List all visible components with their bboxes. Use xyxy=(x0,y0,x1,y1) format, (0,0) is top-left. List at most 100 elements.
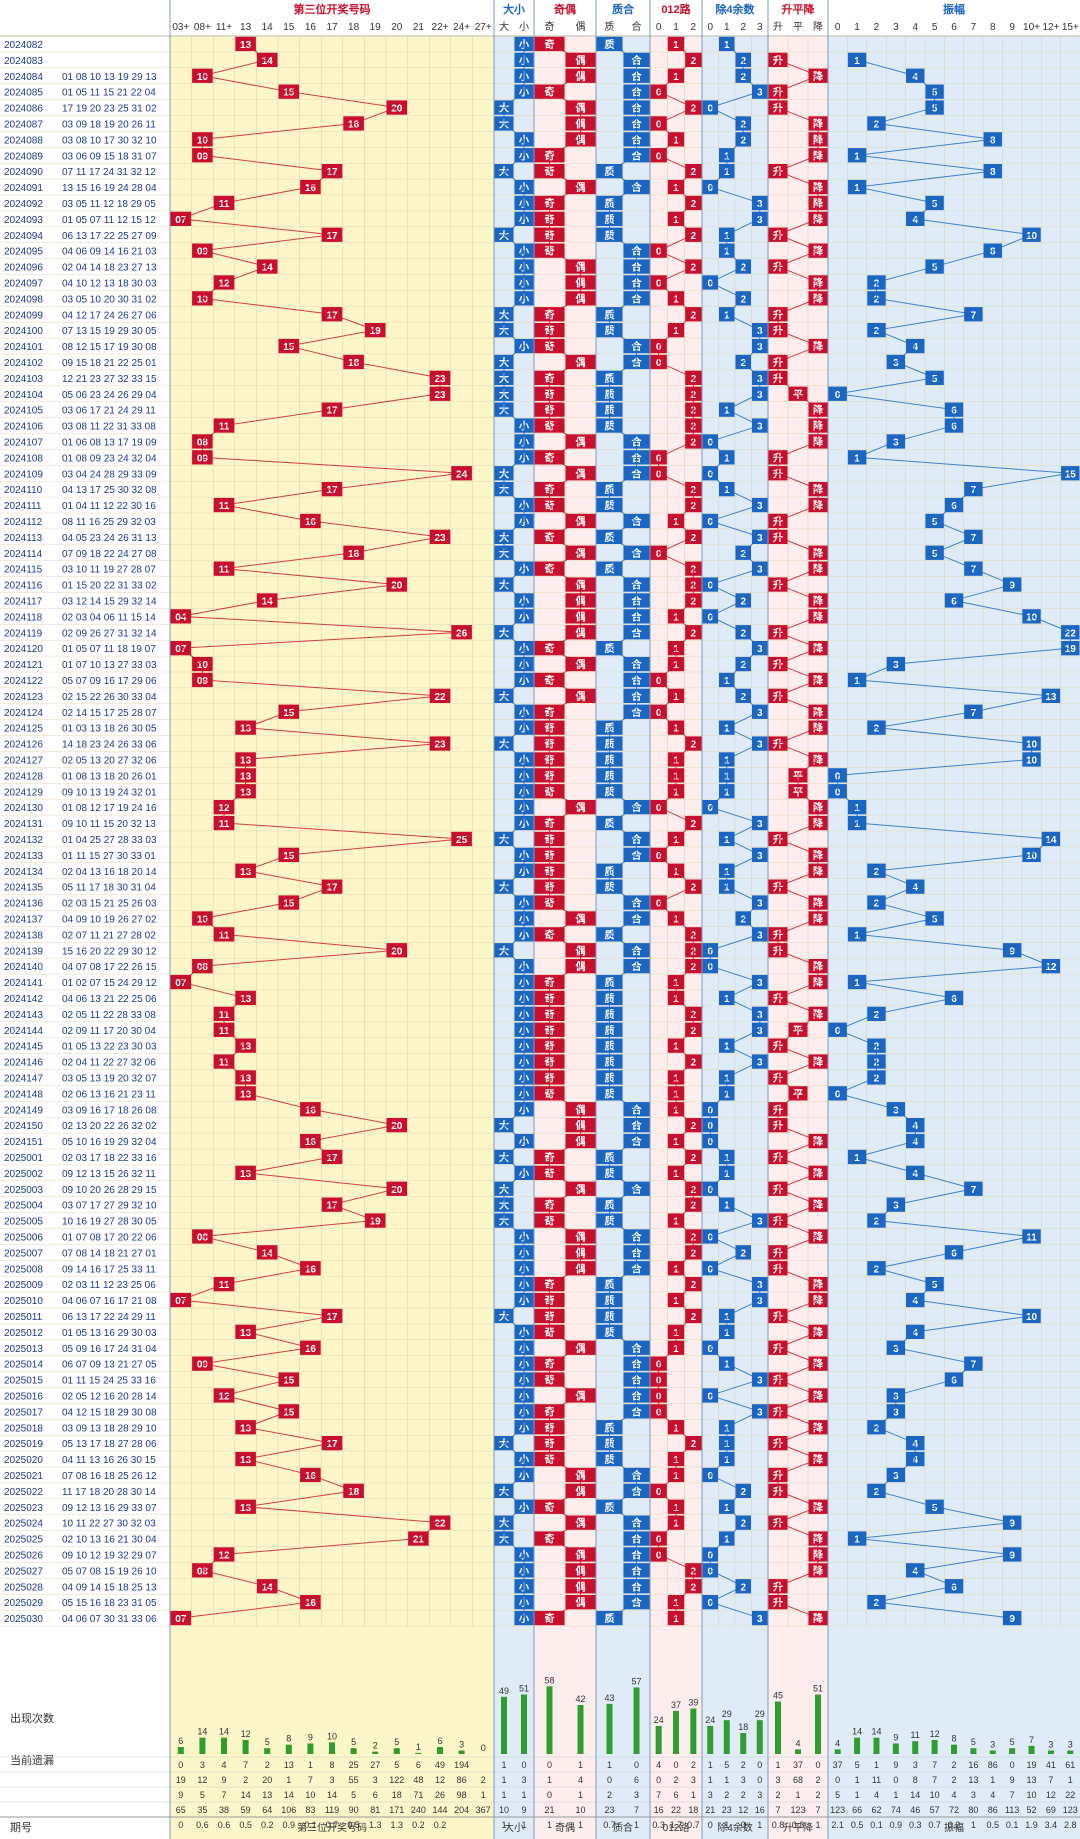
draw-numbers: 01 11 15 27 30 33 01 xyxy=(62,851,156,862)
draw-numbers: 04 13 17 25 30 32 08 xyxy=(62,485,157,496)
draw-numbers: 03 06 17 21 24 29 11 xyxy=(62,406,156,417)
hit-label-mod4: 0 xyxy=(707,104,713,115)
hit-label-mod4: 0 xyxy=(707,612,713,623)
hit-label-trend: 降 xyxy=(813,1008,824,1021)
stat-value: 21 xyxy=(544,1805,554,1815)
period-label: 2024096 xyxy=(4,263,43,274)
hit-label-size: 小 xyxy=(518,1612,529,1625)
stat-value: 6 xyxy=(416,1760,421,1770)
draw-numbers: 01 15 20 22 31 33 02 xyxy=(62,581,157,592)
draw-numbers: 03 10 11 19 27 28 07 xyxy=(62,565,156,576)
hit-label-trend: 降 xyxy=(813,1199,824,1212)
stat-value: 12 xyxy=(197,1775,207,1785)
hit-label-mod4: 1 xyxy=(724,1169,730,1180)
appear-bar xyxy=(546,1686,553,1754)
stat-value: 1 xyxy=(521,1820,526,1830)
period-label: 2024109 xyxy=(4,469,43,480)
stat-value: 0.7 xyxy=(603,1820,616,1830)
hit-label-trend: 降 xyxy=(813,1564,824,1577)
hit-cell-size xyxy=(514,36,534,52)
appear-bar xyxy=(1067,1750,1074,1754)
stat-value: 0.2 xyxy=(434,1820,447,1830)
hit-label-route: 2 xyxy=(691,533,697,544)
draw-numbers: 02 03 11 12 23 25 06 xyxy=(62,1280,156,1291)
draw-numbers: 06 07 09 13 21 27 05 xyxy=(62,1360,157,1371)
stat-value: 7 xyxy=(1048,1775,1053,1785)
hit-label-mod4: 2 xyxy=(740,596,746,607)
hit-label-route: 0 xyxy=(656,899,662,910)
hit-label-trend: 平 xyxy=(793,1025,803,1037)
draw-numbers: 09 14 16 17 25 33 11 xyxy=(62,1264,156,1275)
appear-count: 14 xyxy=(852,1727,862,1737)
appear-count: 2 xyxy=(373,1741,378,1751)
period-label: 2024102 xyxy=(4,358,43,369)
hit-label-amp: 8 xyxy=(990,135,996,146)
footer-section-title: 振幅 xyxy=(944,1821,964,1834)
hit-label-mod4: 3 xyxy=(757,1296,763,1307)
period-label: 2024107 xyxy=(4,437,43,448)
hit-label-amp: 9 xyxy=(1009,581,1015,592)
stat-value: 23 xyxy=(722,1805,732,1815)
stat-value: 22 xyxy=(671,1805,681,1815)
hit-label-number: 18 xyxy=(348,549,360,560)
hit-label-number: 24 xyxy=(456,469,468,480)
column-header: 1 xyxy=(673,22,679,33)
stat-value: 49 xyxy=(435,1760,445,1770)
stat-value: 123 xyxy=(790,1805,805,1815)
period-label: 2024092 xyxy=(4,199,43,210)
stat-value: 2.8 xyxy=(1064,1820,1077,1830)
draw-numbers: 02 05 13 20 27 32 06 xyxy=(62,755,157,766)
hit-label-trend: 降 xyxy=(813,610,824,623)
stat-value: 7 xyxy=(932,1775,937,1785)
period-label: 2024115 xyxy=(4,565,43,576)
period-label: 2025011 xyxy=(4,1312,43,1323)
stat-value: 0 xyxy=(708,1820,713,1830)
hit-label-amp: 4 xyxy=(912,1137,918,1148)
hit-label-amp: 9 xyxy=(1009,1614,1015,1625)
column-header: 5 xyxy=(932,22,938,33)
period-label: 2024122 xyxy=(4,676,43,687)
hit-label-mod4: 2 xyxy=(740,358,746,369)
appear-count: 5 xyxy=(1010,1737,1015,1747)
hit-label-number: 16 xyxy=(305,517,317,528)
period-label: 2024145 xyxy=(4,1042,43,1053)
stat-value: 1 xyxy=(308,1760,313,1770)
draw-numbers: 05 09 16 17 24 31 04 xyxy=(62,1344,157,1355)
stat-value: 0 xyxy=(757,1760,762,1770)
stat-value: 0.7 xyxy=(928,1820,941,1830)
hit-label-route: 2 xyxy=(691,231,697,242)
stat-value: 1 xyxy=(547,1775,552,1785)
hit-label-amp: 1 xyxy=(854,676,860,687)
appear-bar xyxy=(393,1748,400,1754)
appear-bar xyxy=(307,1743,314,1754)
stat-value: 65 xyxy=(176,1805,186,1815)
hit-label-amp: 5 xyxy=(932,374,938,385)
hit-label-route: 1 xyxy=(673,787,679,798)
hit-label-amp: 14 xyxy=(1045,835,1057,846)
appear-bar xyxy=(221,1737,227,1754)
hit-label-number: 14 xyxy=(262,263,274,274)
period-label: 2025005 xyxy=(4,1217,43,1228)
period-label: 2024116 xyxy=(4,581,43,592)
period-label: 2024085 xyxy=(4,88,43,99)
trend-line-size xyxy=(503,43,525,1619)
hit-label-number: 16 xyxy=(305,1598,317,1609)
stat-value: 37 xyxy=(793,1760,803,1770)
hit-label-amp: 0 xyxy=(835,1026,841,1037)
hit-label-route: 0 xyxy=(656,1407,662,1418)
hit-label-route: 0 xyxy=(656,247,662,258)
hit-label-mod4: 1 xyxy=(724,724,730,735)
stat-value: 37 xyxy=(833,1760,843,1770)
appear-bar xyxy=(521,1694,527,1754)
hit-label-number: 25 xyxy=(456,835,468,846)
stat-value: 123 xyxy=(830,1805,845,1815)
column-header: 17 xyxy=(326,22,338,33)
appear-bar xyxy=(329,1742,335,1754)
draw-numbers: 04 06 13 21 22 25 06 xyxy=(62,994,157,1005)
hit-label-number: 19 xyxy=(370,1217,382,1228)
period-label: 2024150 xyxy=(4,1121,43,1132)
hit-label-number: 26 xyxy=(456,628,468,639)
draw-numbers: 01 04 11 12 22 30 16 xyxy=(62,501,156,512)
hit-label-trend: 降 xyxy=(813,563,824,576)
stat-value: 13 xyxy=(1027,1775,1037,1785)
